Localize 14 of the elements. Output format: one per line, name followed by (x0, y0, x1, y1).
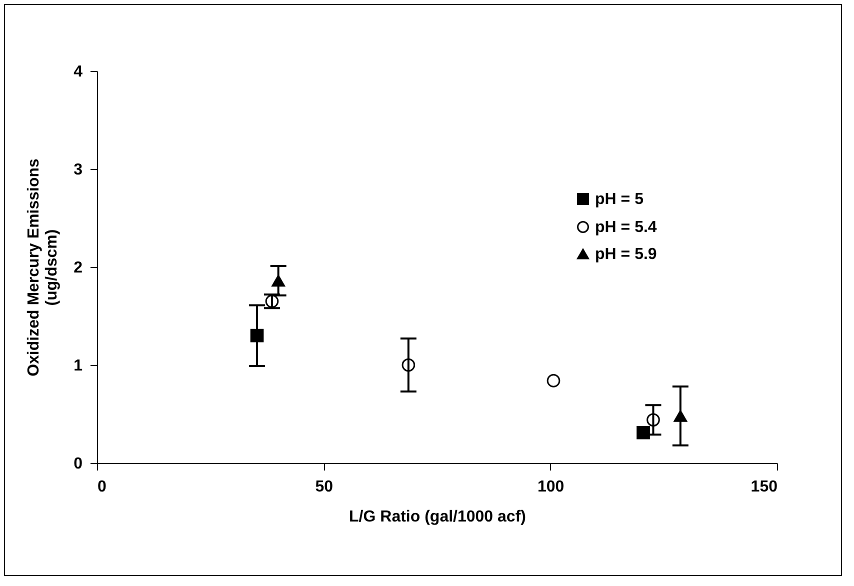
x-tick-label: 0 (98, 478, 106, 496)
y-tick-label: 2 (74, 260, 83, 276)
x-tick-label: 50 (315, 478, 334, 496)
legend-label: pH = 5.4 (595, 219, 657, 236)
x-axis-title: L/G Ratio (gal/1000 acf) (349, 508, 526, 526)
y-tick-label: 4 (74, 64, 83, 80)
y-axis-title: Oxidized Mercury Emissions (ug/dscm) (26, 158, 61, 376)
legend-label: pH = 5 (595, 191, 644, 208)
y-tick-label: 1 (74, 358, 83, 374)
x-tick-label: 100 (537, 478, 564, 496)
y-tick-label: 3 (74, 162, 83, 178)
y-tick-label: 0 (74, 456, 83, 472)
legend-label: pH = 5.9 (595, 246, 657, 263)
x-tick-label: 150 (750, 478, 778, 496)
